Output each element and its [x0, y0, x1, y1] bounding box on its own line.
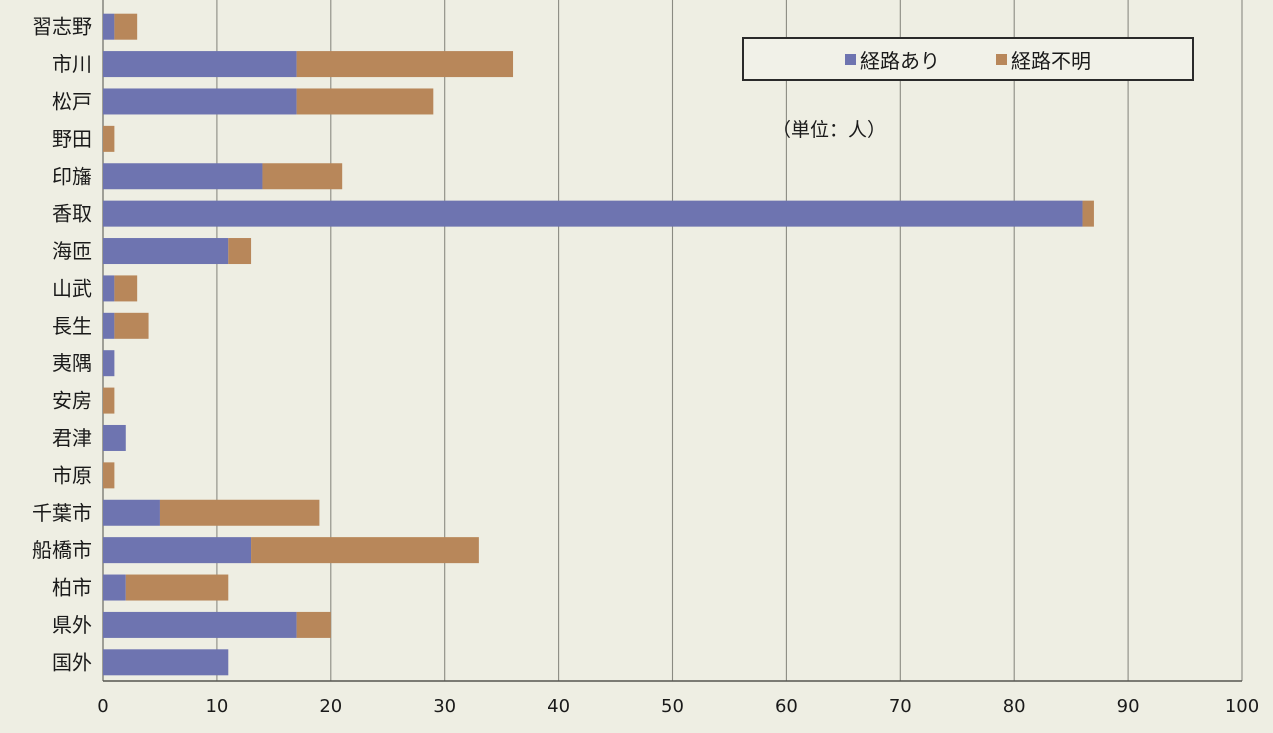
bar-2-6: [228, 238, 252, 265]
category-label-13: 千葉市: [32, 501, 92, 525]
x-tick-label-60: 60: [775, 696, 798, 717]
legend: 経路あり 経路不明: [742, 37, 1194, 81]
bar-2-7: [114, 275, 138, 302]
bar-1-9: [103, 350, 115, 377]
bar-1-8: [103, 312, 115, 339]
bar-2-2: [296, 88, 434, 115]
legend-item-series-1: 経路あり: [845, 45, 940, 74]
bar-1-15: [103, 574, 126, 601]
category-label-11: 君津: [52, 426, 92, 450]
category-label-7: 山武: [52, 276, 92, 300]
category-label-1: 市川: [52, 52, 92, 76]
x-tick-label-90: 90: [1117, 696, 1140, 717]
category-label-2: 松戸: [52, 89, 92, 113]
category-label-17: 国外: [52, 650, 92, 674]
category-label-16: 県外: [52, 613, 92, 637]
bar-1-2: [103, 88, 297, 115]
bar-1-0: [103, 13, 115, 40]
bar-2-4: [262, 163, 343, 190]
category-label-3: 野田: [52, 127, 92, 151]
bar-1-1: [103, 51, 297, 78]
category-label-5: 香取: [52, 202, 92, 226]
x-tick-label-0: 0: [97, 696, 108, 717]
x-tick-label-50: 50: [661, 696, 684, 717]
unit-label: （単位：人）: [772, 119, 887, 141]
x-tick-label-40: 40: [547, 696, 570, 717]
bar-2-16: [296, 611, 331, 638]
bar-1-6: [103, 238, 229, 265]
x-tick-label-30: 30: [433, 696, 456, 717]
bar-2-1: [296, 51, 514, 78]
bar-1-14: [103, 537, 252, 564]
x-tick-label-20: 20: [319, 696, 342, 717]
bar-1-13: [103, 499, 160, 526]
category-label-4: 印旛: [52, 164, 92, 188]
bar-1-7: [103, 275, 115, 302]
legend-swatch-series-2: [996, 53, 1007, 65]
legend-item-series-2: 経路不明: [996, 45, 1091, 74]
category-label-14: 船橋市: [32, 538, 92, 562]
legend-swatch-series-1: [845, 53, 856, 65]
x-tick-label-80: 80: [1003, 696, 1026, 717]
bar-2-0: [114, 13, 138, 40]
category-label-10: 安房: [52, 389, 92, 413]
bar-2-8: [114, 312, 149, 339]
legend-label-series-2: 経路不明: [1011, 48, 1091, 73]
category-label-6: 海匝: [52, 239, 92, 263]
bar-2-14: [251, 537, 479, 564]
category-label-9: 夷隅: [52, 351, 92, 375]
bar-2-13: [159, 499, 320, 526]
category-label-15: 柏市: [52, 576, 92, 600]
bar-2-15: [125, 574, 229, 601]
x-tick-label-10: 10: [205, 696, 228, 717]
x-tick-label-100: 100: [1225, 696, 1259, 717]
bar-1-16: [103, 611, 297, 638]
bar-2-10: [103, 387, 115, 414]
legend-label-series-1: 経路あり: [860, 48, 940, 73]
bar-2-3: [103, 125, 115, 152]
x-tick-label-70: 70: [889, 696, 912, 717]
bar-1-4: [103, 163, 263, 190]
bar-1-11: [103, 424, 126, 451]
bar-1-17: [103, 649, 229, 676]
bar-2-5: [1082, 200, 1094, 227]
bar-1-5: [103, 200, 1083, 227]
bar-2-12: [103, 462, 115, 489]
category-label-0: 習志野: [32, 15, 92, 39]
category-label-8: 長生: [52, 314, 92, 338]
category-label-12: 市原: [52, 463, 92, 487]
